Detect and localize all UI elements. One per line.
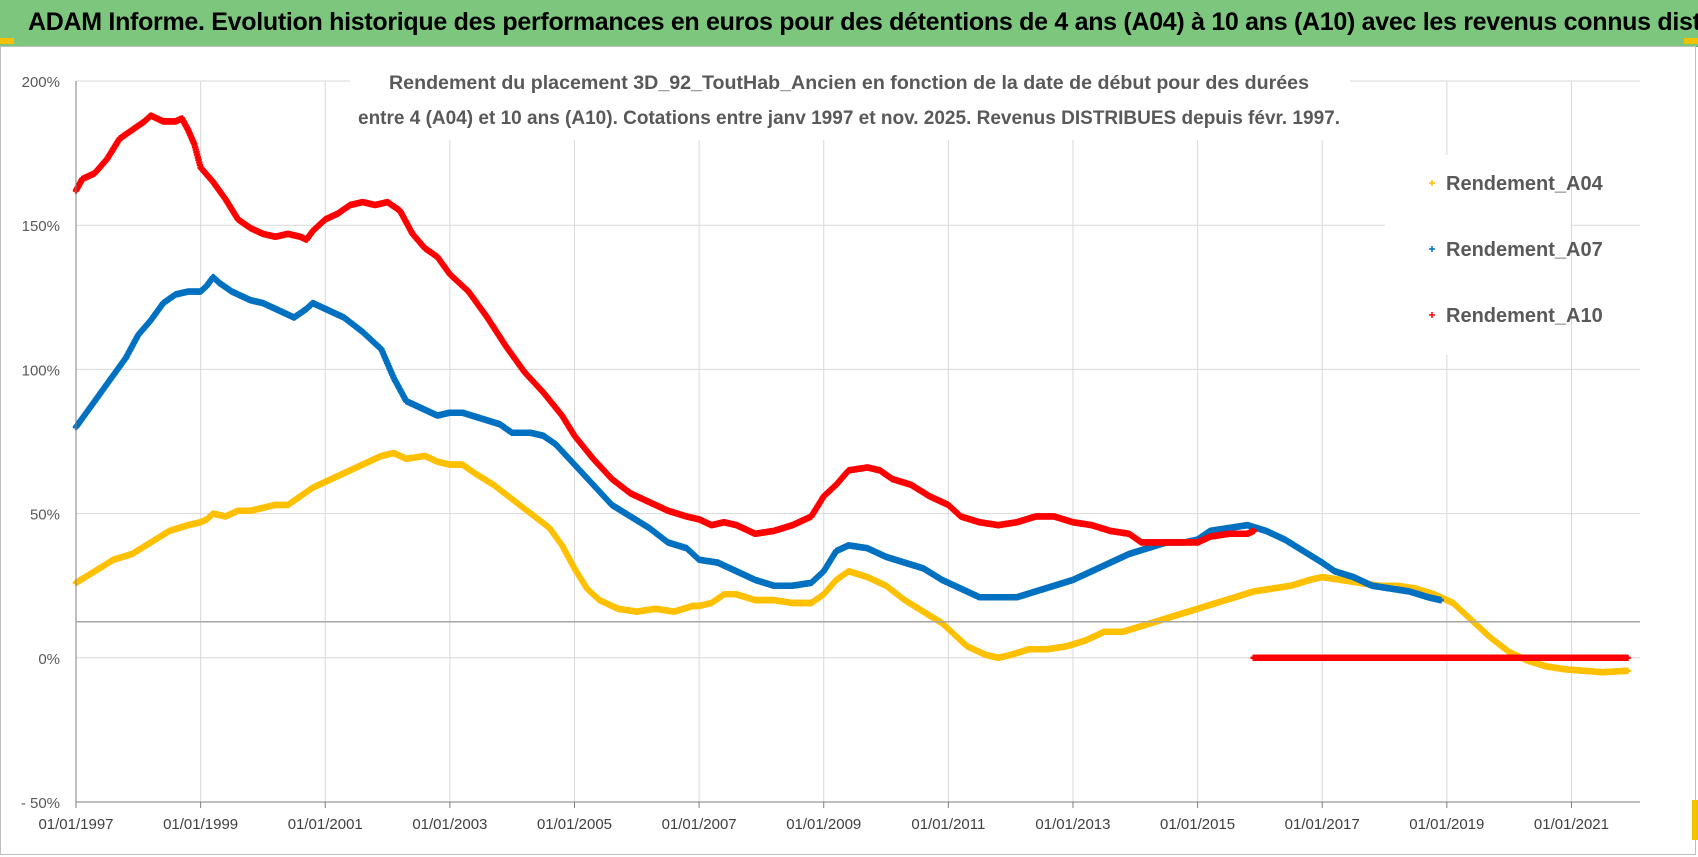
chart-frame bbox=[0, 46, 1696, 855]
corner-marker-left bbox=[0, 38, 14, 44]
series-Rendement_A07 bbox=[72, 273, 1444, 604]
title-banner: ADAM Informe. Evolution historique des p… bbox=[0, 0, 1698, 47]
series-Rendement_A04 bbox=[72, 449, 1631, 676]
series-layer bbox=[72, 112, 1631, 676]
data-point bbox=[1624, 667, 1631, 674]
grid-layer bbox=[75, 80, 1640, 803]
corner-marker-right bbox=[1684, 38, 1698, 44]
banner-title: ADAM Informe. Evolution historique des p… bbox=[28, 8, 1698, 36]
